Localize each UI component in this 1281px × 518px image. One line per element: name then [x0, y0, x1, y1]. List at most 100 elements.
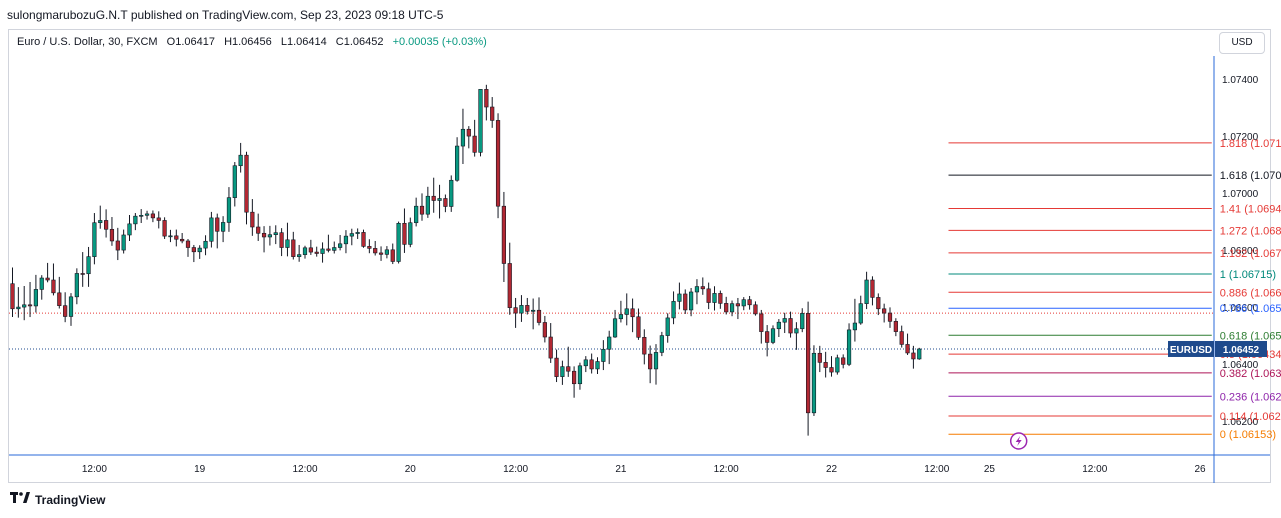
time-tick-label: 20 [405, 464, 417, 475]
candle-body [10, 283, 15, 310]
candle-body [800, 313, 805, 330]
candle-body [367, 246, 372, 249]
candle-body [501, 205, 507, 264]
time-tick-label: 12:00 [503, 464, 528, 475]
price-tick-label: 1.06200 [1222, 417, 1259, 428]
candle-body [127, 223, 132, 236]
symbol-tag [1168, 340, 1214, 357]
candle-body [437, 198, 442, 201]
candle-body [589, 359, 594, 370]
fib-level-label: 0.382 (1.06368) [1220, 368, 1281, 380]
time-tick-label: 12:00 [1082, 464, 1107, 475]
price-tick-label: 1.07000 [1222, 189, 1259, 200]
time-tick-label: 26 [1194, 464, 1206, 475]
candle-body [121, 234, 126, 251]
candle-body [267, 234, 273, 238]
time-tick-label: 22 [826, 464, 838, 475]
candle-body [870, 279, 875, 298]
change-value: +0.00035 (+0.03%) [392, 36, 487, 48]
candle-body [45, 277, 50, 281]
candle-body [104, 220, 109, 230]
fib-level-label: 1.132 (1.06789) [1220, 248, 1281, 260]
candle-body [601, 348, 606, 362]
candle-body [373, 248, 378, 254]
candle-body [630, 308, 635, 318]
candle-body [27, 304, 33, 307]
last-price-tag [1215, 340, 1267, 357]
currency-button[interactable]: USD [1219, 32, 1265, 54]
time-tick-label: 21 [615, 464, 627, 475]
close-value: C1.06452 [335, 36, 384, 48]
candle-body [191, 247, 196, 253]
candle-body [612, 318, 618, 338]
candle-body [261, 232, 267, 238]
candle-body [174, 235, 179, 240]
candle-body [443, 198, 448, 207]
candle-body [712, 293, 717, 303]
candle-body [858, 303, 863, 324]
candle-body [92, 222, 97, 257]
candle-body [285, 239, 290, 248]
candle-body [759, 313, 764, 332]
candle-body [566, 366, 571, 372]
candle-body [414, 205, 419, 224]
candle-body [536, 309, 542, 323]
candle-body [583, 359, 588, 367]
time-tick-label: 25 [984, 464, 996, 475]
candle-body [109, 228, 115, 242]
candle-body [297, 254, 302, 257]
candle-body [139, 215, 144, 217]
candle-body [671, 301, 676, 319]
candle-body [332, 247, 337, 251]
candle-body [735, 303, 740, 307]
candle-body [665, 317, 670, 336]
candle-body [694, 286, 700, 293]
symbol-description[interactable]: Euro / U.S. Dollar, 30, FXCM [17, 36, 158, 48]
price-tick-label: 1.07200 [1222, 132, 1259, 143]
candle-body [624, 308, 629, 315]
candle-body [688, 291, 694, 311]
candle-body [431, 195, 436, 201]
fib-level-label: 1 (1.06715) [1220, 269, 1276, 281]
candle-body [560, 366, 565, 377]
chart-frame [8, 29, 1271, 483]
candle-body [279, 232, 284, 248]
candle-body [425, 195, 430, 215]
candle-body [876, 297, 881, 310]
candle-body [98, 220, 103, 224]
candle-body [864, 279, 869, 304]
candle-body [636, 316, 641, 338]
candle-body [396, 222, 401, 262]
candle-body [115, 240, 120, 251]
candle-body [162, 220, 167, 237]
candle-body [343, 235, 349, 245]
candle-body [747, 299, 752, 306]
time-tick-label: 12:00 [714, 464, 739, 475]
candle-body [484, 89, 489, 108]
candle-body [302, 247, 308, 255]
candle-body [525, 305, 530, 312]
candle-body [326, 248, 331, 251]
candle-body [454, 145, 460, 181]
fib-level-label: 0 (1.06153) [1220, 429, 1276, 441]
candle-body [320, 248, 325, 254]
candle-body [250, 211, 255, 228]
candle-body [466, 128, 471, 137]
candle-body [144, 213, 150, 216]
candle-body [507, 263, 512, 308]
candle-body [337, 243, 343, 248]
high-value: H1.06456 [224, 36, 272, 48]
candle-body [595, 361, 600, 370]
candle-body [273, 232, 278, 235]
candle-body [571, 370, 577, 385]
candle-body [577, 365, 583, 385]
candle-body [648, 353, 653, 370]
candle-body [256, 226, 261, 234]
candle-body [893, 321, 898, 332]
candle-body [390, 249, 395, 262]
time-tick-label: 12:00 [924, 464, 949, 475]
candle-body [495, 120, 501, 207]
candle-body [238, 154, 243, 167]
candle-body [51, 279, 56, 294]
